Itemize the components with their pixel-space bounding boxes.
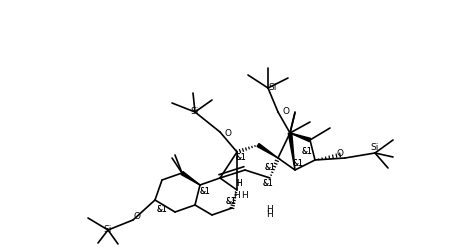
Text: O: O — [282, 108, 289, 116]
Text: &1: &1 — [301, 148, 312, 156]
Text: &1: &1 — [301, 148, 312, 156]
Text: &1: &1 — [199, 188, 210, 196]
Text: &1: &1 — [199, 188, 210, 196]
Text: &1: &1 — [292, 158, 303, 168]
Text: Si: Si — [190, 108, 199, 116]
Polygon shape — [181, 172, 200, 185]
Text: Si: Si — [268, 84, 277, 92]
Text: H: H — [235, 178, 241, 188]
Text: H: H — [241, 190, 248, 200]
Text: &1: &1 — [235, 154, 246, 162]
Text: &1: &1 — [262, 178, 273, 188]
Text: H: H — [266, 206, 273, 214]
Polygon shape — [257, 144, 277, 158]
Text: &1: &1 — [225, 198, 236, 206]
Text: &1: &1 — [156, 206, 167, 214]
Text: &1: &1 — [156, 206, 167, 214]
Polygon shape — [289, 133, 310, 142]
Text: H: H — [233, 190, 240, 200]
Text: O: O — [224, 130, 231, 138]
Text: O: O — [133, 212, 140, 222]
Text: &1: &1 — [262, 178, 273, 188]
Text: O: O — [336, 148, 343, 158]
Text: Si: Si — [370, 144, 378, 152]
Text: &1: &1 — [264, 162, 275, 172]
Text: H: H — [235, 178, 241, 188]
Text: H: H — [266, 210, 273, 220]
Text: Si: Si — [104, 226, 112, 234]
Text: &1: &1 — [235, 154, 246, 162]
Text: &1: &1 — [264, 162, 275, 172]
Polygon shape — [288, 133, 294, 170]
Text: &1: &1 — [225, 198, 236, 206]
Text: &1: &1 — [292, 158, 303, 168]
